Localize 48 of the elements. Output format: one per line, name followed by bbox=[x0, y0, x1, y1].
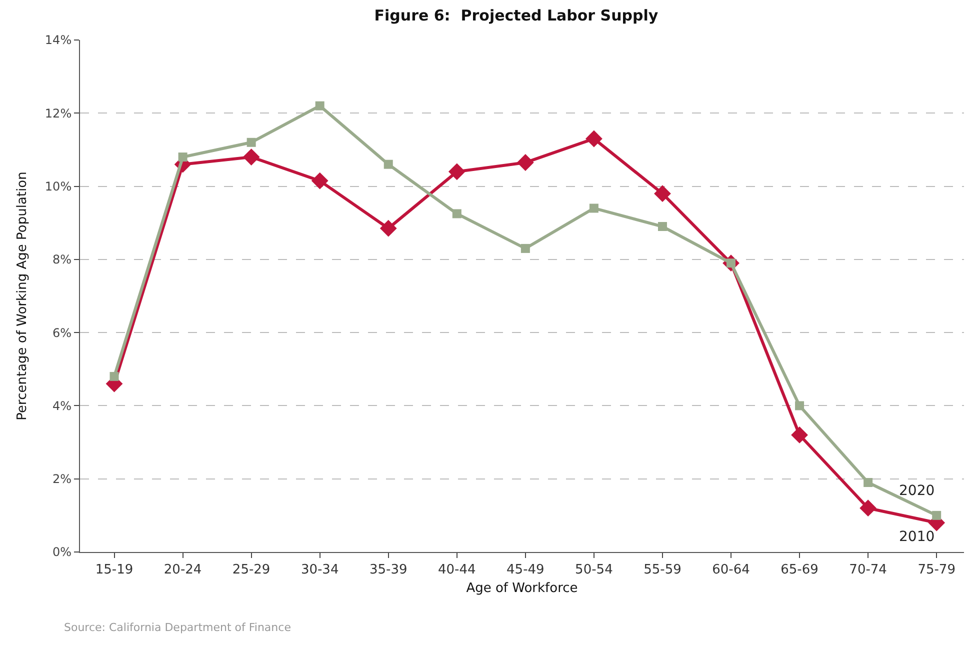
point bbox=[860, 500, 877, 517]
series-label: 2010 bbox=[899, 529, 935, 545]
point bbox=[380, 220, 397, 237]
point bbox=[864, 478, 873, 488]
point bbox=[311, 172, 328, 190]
point bbox=[654, 185, 671, 202]
point bbox=[452, 209, 462, 218]
x-tick-label: 15-19 bbox=[95, 562, 134, 578]
point bbox=[795, 401, 804, 410]
y-axis-title: Percentage of Working Age Population bbox=[14, 172, 30, 420]
x-tick-label: 50-54 bbox=[575, 562, 613, 578]
x-tick-label: 25-29 bbox=[232, 562, 270, 578]
series-label: 2020 bbox=[899, 483, 935, 499]
y-tick-label: 12% bbox=[44, 106, 72, 120]
x-tick-label: 65-69 bbox=[780, 562, 818, 578]
x-tick-label: 35-39 bbox=[369, 562, 408, 578]
x-tick-label: 20-24 bbox=[164, 562, 202, 578]
point bbox=[589, 204, 598, 213]
y-tick-label: 4% bbox=[52, 398, 72, 413]
point bbox=[586, 130, 602, 148]
y-tick-label: 8% bbox=[52, 252, 72, 267]
x-tick-label: 60-64 bbox=[712, 562, 750, 578]
source-note: Source: California Department of Finance bbox=[64, 621, 292, 634]
y-tick-label: 0% bbox=[52, 545, 72, 560]
point bbox=[242, 148, 260, 166]
point bbox=[516, 154, 534, 171]
x-tick-label: 40-44 bbox=[438, 562, 476, 578]
point bbox=[110, 372, 119, 381]
point bbox=[384, 160, 393, 169]
point bbox=[932, 510, 942, 520]
point bbox=[315, 101, 324, 110]
point bbox=[520, 244, 530, 253]
point bbox=[448, 163, 466, 180]
y-tick-label: 10% bbox=[44, 179, 72, 194]
point bbox=[178, 152, 188, 162]
y-tick-label: 14% bbox=[44, 33, 72, 48]
x-tick-label: 45-49 bbox=[506, 562, 544, 578]
x-axis-title: Age of Workforce bbox=[466, 581, 578, 596]
x-tick-label: 30-34 bbox=[300, 562, 339, 578]
point bbox=[246, 138, 256, 147]
x-tick-label: 70-74 bbox=[849, 562, 887, 578]
chart-title: Figure 6: Projected Labor Supply bbox=[374, 6, 658, 24]
y-tick-label: 2% bbox=[52, 472, 72, 486]
x-tick-label: 75-79 bbox=[918, 562, 956, 578]
x-tick-label: 55-59 bbox=[644, 562, 682, 578]
point bbox=[658, 222, 667, 232]
point bbox=[791, 426, 808, 444]
y-tick-label: 6% bbox=[52, 326, 72, 340]
